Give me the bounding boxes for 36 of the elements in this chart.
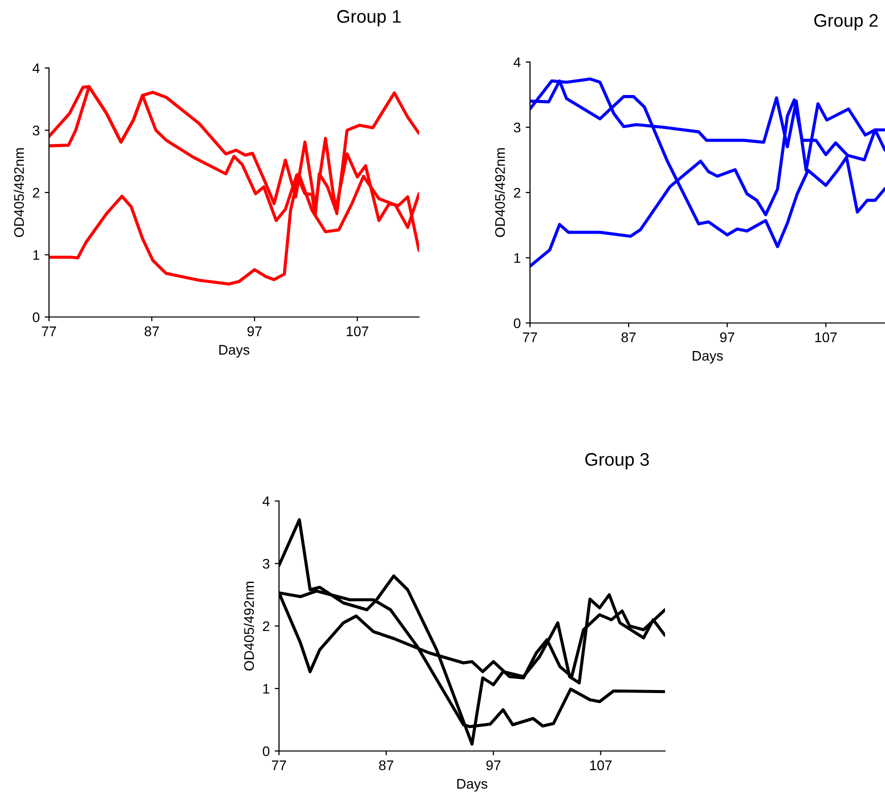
y-tick-label: 4 — [514, 57, 521, 68]
y-tick-label: 3 — [262, 558, 270, 569]
x-tick-label: 77 — [272, 760, 286, 770]
chart-title: Group 3 — [585, 453, 649, 470]
x-tick-label: 97 — [486, 760, 500, 770]
y-tick-label: 1 — [514, 253, 520, 263]
y-tick-label: 1 — [263, 684, 270, 694]
x-tick-label: 97 — [247, 326, 262, 336]
x-tick-label: 87 — [379, 760, 394, 770]
x-axis-title: Days — [219, 345, 250, 358]
y-tick-label: 0 — [262, 746, 270, 756]
y-tick-label: 4 — [32, 63, 40, 74]
y-tick-label: 0 — [514, 318, 520, 328]
y-tick-label: 3 — [514, 122, 520, 132]
y-tick-label: 0 — [32, 312, 40, 322]
x-tick-label: 107 — [815, 332, 837, 342]
x-tick-label: 107 — [590, 760, 612, 770]
y-axis-title: OD405/492nm — [494, 148, 505, 238]
y-axis-title: OD405/492nm — [244, 582, 254, 671]
x-tick-label: 107 — [346, 326, 368, 336]
y-tick-label: 2 — [514, 188, 520, 198]
y-tick-label: 2 — [32, 188, 40, 198]
y-tick-label: 3 — [32, 126, 40, 136]
x-axis-title: Days — [692, 351, 723, 364]
y-tick-label: 1 — [33, 250, 40, 260]
x-tick-label: 77 — [522, 332, 538, 342]
x-tick-label: 97 — [720, 332, 734, 342]
chart-title: Group 2 — [814, 14, 878, 30]
y-tick-label: 4 — [262, 496, 270, 506]
x-tick-label: 77 — [42, 326, 56, 336]
x-axis-title: Days — [457, 779, 488, 792]
x-tick-label: 87 — [144, 326, 159, 336]
chart-title: Group 1 — [337, 10, 401, 26]
x-tick-label: 87 — [621, 332, 636, 342]
y-tick-label: 2 — [262, 621, 270, 632]
y-axis-title: OD405/492nm — [14, 148, 24, 238]
